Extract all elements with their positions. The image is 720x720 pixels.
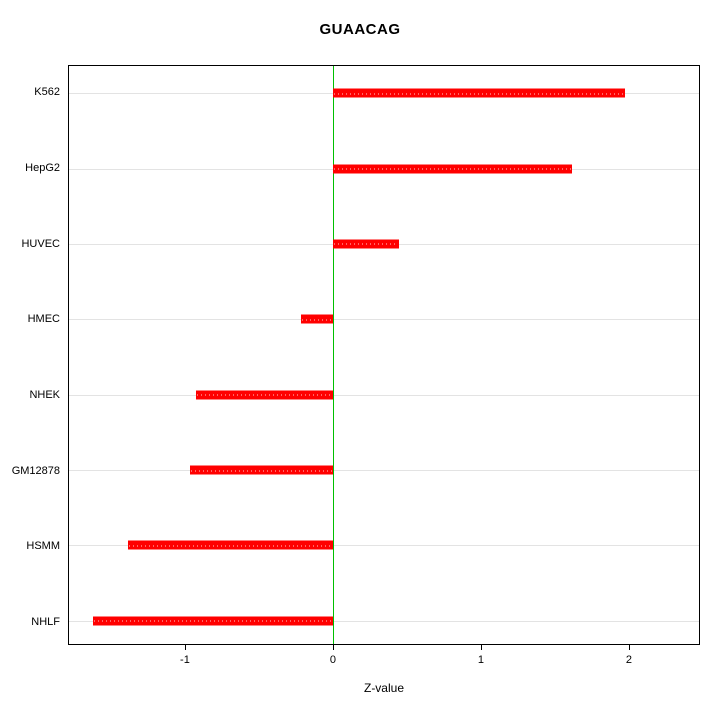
value-bar [128, 540, 334, 550]
y-category-label: HUVEC [21, 237, 60, 250]
chart-title: GUAACAG [319, 21, 401, 38]
x-tick-mark [480, 645, 482, 650]
gridline [69, 545, 699, 547]
y-category-label: NHEK [29, 388, 60, 401]
y-category-label: NHLF [31, 615, 60, 628]
x-tick-mark [184, 645, 186, 650]
y-category-label: HepG2 [25, 161, 60, 174]
value-bar [333, 164, 573, 174]
y-category-label: K562 [34, 86, 60, 99]
y-category-label: HSMM [26, 540, 60, 553]
value-bar [195, 390, 334, 400]
x-tick-label: -1 [180, 654, 190, 666]
gridline [69, 394, 699, 396]
gridline [69, 470, 699, 472]
y-category-label: GM12878 [11, 464, 60, 477]
x-tick-mark [628, 645, 630, 650]
value-bar [92, 616, 334, 626]
gridline [69, 620, 699, 622]
value-bar [189, 465, 334, 475]
plot-area [68, 65, 700, 645]
x-tick-label: 0 [329, 654, 336, 666]
zero-reference-line [333, 66, 335, 644]
value-bar [333, 88, 626, 98]
x-axis-title: Z-value [363, 681, 404, 695]
gridline [69, 319, 699, 321]
y-category-label: HMEC [27, 313, 60, 326]
value-bar [300, 314, 334, 324]
value-bar [333, 239, 400, 249]
x-tick-label: 1 [477, 654, 484, 666]
x-tick-mark [332, 645, 334, 650]
x-axis: -1 0 1 2 [68, 645, 700, 685]
y-axis-labels: K562 HepG2 HUVEC HMEC NHEK GM12878 HSMM NHLF [0, 65, 68, 645]
x-tick-label: 2 [625, 654, 633, 666]
